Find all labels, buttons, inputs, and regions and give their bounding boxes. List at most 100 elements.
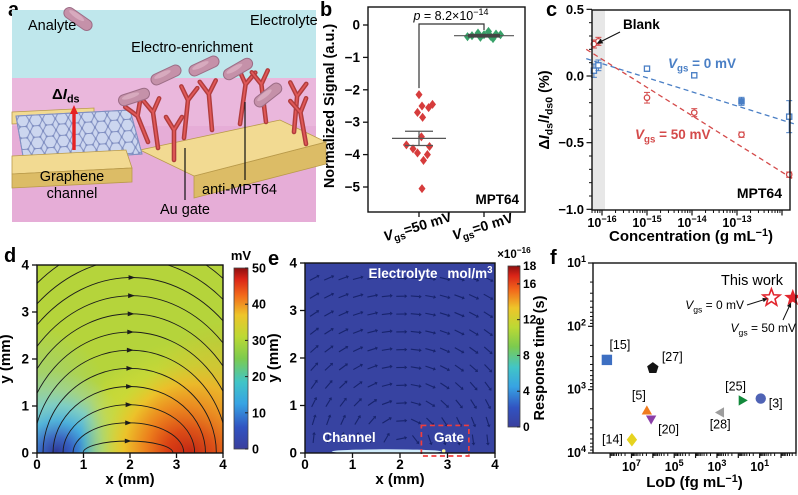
x-category-label: Vgs=50 mV: [381, 208, 455, 247]
series-label: Vgs = 50 mV: [635, 127, 711, 145]
flow-arrow: [330, 345, 334, 349]
flow-arrow: [344, 380, 348, 384]
flow-arrow: [446, 367, 450, 372]
data-point: [785, 171, 793, 179]
flow-arrow: [488, 387, 492, 391]
flow-arrow: [356, 432, 360, 436]
flow-arrow: [329, 362, 334, 367]
flow-arrow: [432, 348, 437, 353]
au-gate-slab: [138, 119, 328, 177]
flow-arrow: [404, 276, 408, 281]
flow-arrow: [446, 386, 450, 390]
analyte-rod-icon: [118, 87, 150, 107]
flow-arrow: [460, 386, 464, 390]
data-point: [414, 107, 421, 118]
colorbar: [233, 267, 249, 450]
flow-arrow: [375, 328, 379, 333]
blank-label: Blank: [623, 17, 660, 32]
colorbar-tick-label: 16: [523, 277, 537, 291]
flow-arrow: [404, 365, 408, 370]
antibody-icon: [197, 78, 218, 133]
reference-label: [25]: [725, 379, 746, 393]
vgs50-label: Vgs = 50 mV: [731, 321, 796, 337]
flow-arrow: [489, 332, 493, 336]
reference-label: [14]: [602, 433, 623, 447]
vgs0-label: Vgs = 0 mV: [685, 298, 744, 314]
x-tick-label: 101: [750, 458, 769, 474]
flow-arrow: [389, 329, 393, 334]
colorbar: [507, 265, 521, 428]
flow-arrow: [345, 292, 349, 297]
flow-arrow: [359, 381, 363, 385]
colorbar-tick-label: 0: [252, 443, 259, 457]
flow-arrow: [328, 397, 332, 401]
flow-arrow: [474, 387, 478, 391]
y-tick-label: −0.5: [558, 135, 584, 150]
flow-arrow: [485, 442, 490, 446]
flow-arrow: [329, 380, 333, 384]
flow-arrow: [341, 432, 346, 435]
this-work-label: This work: [721, 273, 784, 289]
data-point: [409, 144, 417, 154]
data-point: [785, 113, 793, 120]
flow-arrow: [331, 275, 335, 279]
antibody-icon: [179, 84, 200, 141]
gate-label: Gate: [434, 430, 465, 445]
flow-arrow: [459, 405, 463, 409]
corner-label: MPT64: [737, 185, 782, 201]
colorbar-title: mV: [231, 248, 252, 263]
data-point: [690, 109, 698, 117]
flow-arrow: [315, 327, 319, 331]
reference-label: [15]: [609, 338, 630, 352]
x-axis-title: x (mm): [105, 471, 154, 488]
flow-arrow: [375, 311, 379, 315]
data-point: [426, 141, 433, 152]
y-tick-label: −1.0: [558, 202, 584, 217]
flow-arrow: [389, 347, 393, 351]
data-point: [626, 432, 638, 447]
y-axis-title: Response time (s): [532, 295, 548, 420]
flow-arrow: [461, 295, 465, 300]
flow-arrow: [471, 442, 476, 446]
electrolyte-label: Electrolyte: [250, 13, 318, 29]
x-tick-label: 4: [219, 457, 227, 472]
flow-arrow: [486, 424, 491, 428]
flow-arrow: [475, 314, 479, 318]
significance-bracket: [418, 23, 485, 89]
flow-arrow: [330, 328, 334, 332]
x-axis-title: Concentration (g mL−1): [609, 227, 773, 245]
panel-label-e: e: [268, 248, 280, 270]
x-tick-label: 0: [301, 457, 309, 472]
flow-arrow: [475, 350, 479, 354]
data-point: [760, 286, 783, 307]
flow-arrow: [476, 278, 480, 282]
flow-arrow: [389, 276, 393, 280]
data-point: [418, 101, 426, 111]
x-tick-label: 0: [33, 457, 41, 472]
reference-label: [20]: [658, 422, 679, 436]
electrolyte-region: [12, 10, 316, 78]
corner-label: MPT64: [475, 192, 519, 207]
flow-arrow: [345, 345, 349, 350]
flow-arrow: [345, 328, 349, 332]
data-point: [738, 98, 745, 105]
data-point: [738, 131, 745, 139]
flow-arrow: [316, 274, 320, 279]
axes-box: [592, 262, 797, 454]
flow-arrow: [461, 277, 465, 282]
flow-arrow: [433, 330, 437, 335]
flow-arrow: [404, 418, 408, 423]
x-tick-label: 2: [126, 457, 134, 472]
flow-arrow: [313, 397, 318, 401]
y-axis-title: Normalized Signal (a.u.): [322, 24, 338, 189]
gate-highlight-box: [420, 424, 470, 457]
flow-arrow: [418, 384, 422, 388]
x-tick-label: 107: [622, 458, 641, 474]
flow-arrow: [404, 347, 408, 352]
flow-arrow: [314, 379, 318, 383]
y-tick-label: −5: [345, 180, 361, 195]
flow-arrow: [443, 442, 447, 446]
antibody-icon: [288, 95, 309, 147]
analyte-rod-icon: [63, 6, 93, 32]
